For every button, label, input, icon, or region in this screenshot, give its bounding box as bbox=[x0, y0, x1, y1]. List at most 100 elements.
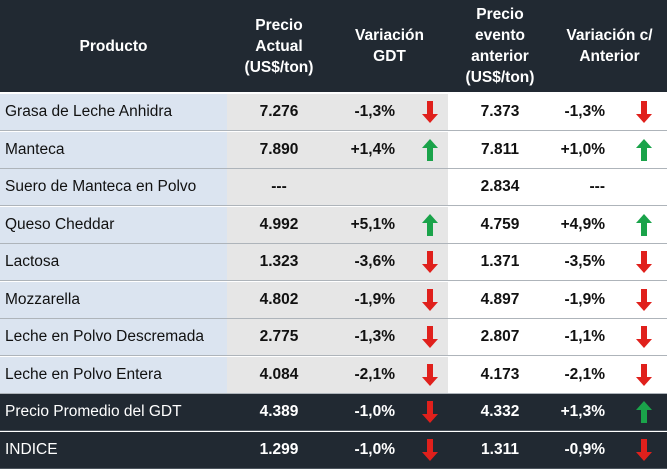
current-cell-bg bbox=[227, 319, 448, 355]
arrow-up-icon bbox=[422, 214, 438, 236]
product-name: Lactosa bbox=[5, 253, 60, 270]
arrow-down-icon bbox=[636, 326, 652, 348]
header-precio-actual: Precio Actual (US$/ton) bbox=[244, 16, 314, 76]
table-row: Leche en Polvo Entera 4.084 -2,1% 4.173 -2,1… bbox=[0, 357, 667, 394]
arrow-cell-gdt bbox=[412, 282, 448, 318]
gdt-variation: -3,6% bbox=[354, 253, 396, 270]
previous-variation: +1,3% bbox=[560, 403, 605, 420]
previous-variation: --- bbox=[589, 178, 606, 195]
gdt-variation: -1,0% bbox=[354, 441, 396, 458]
previous-price: 7.373 bbox=[480, 103, 520, 120]
gdt-variation: -1,0% bbox=[354, 403, 396, 420]
current-cell-bg bbox=[227, 132, 448, 168]
previous-price: 4.332 bbox=[480, 403, 520, 420]
product-name: Mozzarella bbox=[5, 291, 80, 308]
arrow-cell-gdt bbox=[412, 394, 448, 430]
current-price: --- bbox=[271, 178, 287, 195]
arrow-cell-previous bbox=[626, 432, 662, 468]
table-header: Producto Precio Actual (US$/ton) Variaci… bbox=[0, 0, 667, 92]
arrow-down-icon bbox=[636, 289, 652, 311]
gdt-variation: -1,3% bbox=[354, 103, 396, 120]
arrow-down-icon bbox=[422, 101, 438, 123]
previous-price: 4.173 bbox=[480, 366, 520, 383]
arrow-cell-previous bbox=[626, 94, 662, 130]
product-name: Leche en Polvo Descremada bbox=[5, 328, 205, 345]
current-cell-bg bbox=[227, 282, 448, 318]
table-row: Mozzarella 4.802 -1,9% 4.897 -1,9% bbox=[0, 282, 667, 319]
arrow-down-icon bbox=[422, 289, 438, 311]
gdt-variation: -1,3% bbox=[354, 328, 396, 345]
product-name: Leche en Polvo Entera bbox=[5, 366, 162, 383]
previous-variation: -2,1% bbox=[564, 366, 606, 383]
product-name: Precio Promedio del GDT bbox=[5, 403, 182, 420]
arrow-cell-gdt bbox=[412, 169, 448, 205]
previous-price: 4.759 bbox=[480, 216, 520, 233]
current-cell-bg bbox=[227, 94, 448, 130]
previous-variation: -1,1% bbox=[564, 328, 606, 345]
previous-price: 7.811 bbox=[481, 141, 519, 158]
arrow-cell-gdt bbox=[412, 94, 448, 130]
gdt-variation: +1,4% bbox=[350, 141, 395, 158]
arrow-cell-previous bbox=[626, 357, 662, 393]
arrow-cell-previous bbox=[626, 319, 662, 355]
arrow-down-icon bbox=[422, 364, 438, 386]
previous-price: 1.311 bbox=[481, 441, 519, 458]
arrow-cell-previous bbox=[626, 169, 662, 205]
table-row: Suero de Manteca en Polvo --- 2.834 --- bbox=[0, 169, 667, 206]
current-price: 7.890 bbox=[259, 141, 299, 158]
previous-variation: -0,9% bbox=[564, 441, 606, 458]
product-name: Manteca bbox=[5, 141, 65, 158]
current-price: 2.775 bbox=[259, 328, 299, 345]
arrow-cell-gdt bbox=[412, 207, 448, 243]
current-price: 4.084 bbox=[259, 366, 299, 383]
arrow-down-icon bbox=[422, 439, 438, 461]
current-cell-bg bbox=[227, 244, 448, 280]
product-name: Queso Cheddar bbox=[5, 216, 115, 233]
previous-price: 4.897 bbox=[480, 291, 520, 308]
previous-variation: -1,9% bbox=[564, 291, 606, 308]
current-price: 4.389 bbox=[259, 403, 299, 420]
header-variacion-anterior: Variación c/ Anterior bbox=[566, 27, 653, 65]
previous-variation: +4,9% bbox=[560, 216, 605, 233]
arrow-down-icon bbox=[636, 364, 652, 386]
header-precio-anterior: Precio evento anterior (US$/ton) bbox=[465, 6, 535, 86]
arrow-up-icon bbox=[636, 401, 652, 423]
product-name: Grasa de Leche Anhidra bbox=[5, 103, 173, 120]
current-price: 1.323 bbox=[259, 253, 299, 270]
arrow-up-icon bbox=[636, 139, 652, 161]
name-cell-bg bbox=[0, 207, 227, 243]
header-producto: Producto bbox=[79, 37, 148, 55]
name-cell-bg bbox=[0, 282, 227, 318]
arrow-cell-previous bbox=[626, 394, 662, 430]
current-cell-bg bbox=[227, 169, 448, 205]
arrow-down-icon bbox=[422, 401, 438, 423]
current-price: 4.992 bbox=[259, 216, 299, 233]
arrow-cell-previous bbox=[626, 244, 662, 280]
previous-variation: -3,5% bbox=[564, 253, 606, 270]
arrow-cell-previous bbox=[626, 207, 662, 243]
gdt-variation: -1,9% bbox=[354, 291, 396, 308]
product-name: INDICE bbox=[5, 441, 58, 458]
arrow-cell-gdt bbox=[412, 432, 448, 468]
current-cell-bg bbox=[227, 207, 448, 243]
table-row: Queso Cheddar 4.992 +5,1% 4.759 +4,9% bbox=[0, 207, 667, 244]
arrow-cell-previous bbox=[626, 132, 662, 168]
current-cell-bg bbox=[227, 357, 448, 393]
previous-price: 2.834 bbox=[480, 178, 520, 195]
name-cell-bg bbox=[0, 319, 227, 355]
table-row: Leche en Polvo Descremada 2.775 -1,3% 2.807… bbox=[0, 319, 667, 356]
table-row: Manteca 7.890 +1,4% 7.811 +1,0% bbox=[0, 132, 667, 169]
summary-row: Precio Promedio del GDT 4.389 -1,0% 4.332 +1… bbox=[0, 394, 667, 431]
arrow-cell-gdt bbox=[412, 132, 448, 168]
arrow-down-icon bbox=[636, 251, 652, 273]
arrow-down-icon bbox=[422, 326, 438, 348]
current-price: 1.299 bbox=[259, 441, 299, 458]
previous-price: 2.807 bbox=[480, 328, 520, 345]
arrow-cell-gdt bbox=[412, 357, 448, 393]
arrow-cell-previous bbox=[626, 282, 662, 318]
arrow-down-icon bbox=[636, 439, 652, 461]
arrow-cell-gdt bbox=[412, 244, 448, 280]
arrow-down-icon bbox=[636, 101, 652, 123]
current-price: 4.802 bbox=[259, 291, 299, 308]
